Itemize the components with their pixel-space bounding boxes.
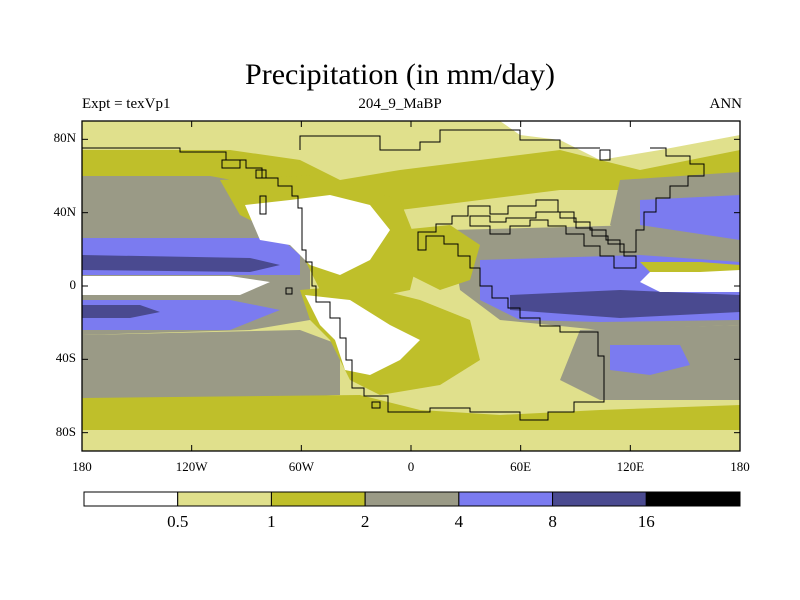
axis-ticks: [81, 121, 741, 451]
colorbar-swatch: [270, 491, 366, 507]
lon-tick-label: 120E: [616, 459, 645, 474]
field-sh-east-blue: [610, 345, 690, 375]
colorbar-swatch: [83, 491, 179, 507]
lat-tick-label: 0: [69, 277, 77, 292]
field-west-pacific-olive: [640, 262, 740, 272]
coast-island-3: [259, 195, 267, 215]
field-pacific-south-dark: [82, 305, 160, 318]
lon-tick-label: 180: [730, 459, 750, 474]
lon-tick-label: 120W: [175, 459, 208, 474]
coast-north-america: [82, 147, 705, 421]
field-northamerica-white: [245, 195, 390, 275]
colorbar-swatch: [645, 491, 741, 507]
coast-island-5: [371, 401, 381, 409]
lon-tick-label: 180: [72, 459, 92, 474]
coast-inner-sea: [469, 211, 637, 269]
coastlines: [82, 129, 705, 421]
colorbar-level-label: 1: [267, 512, 276, 531]
field-pacific-white: [82, 276, 270, 295]
colorbar-swatch: [177, 491, 272, 507]
map-title: Precipitation (in mm/day): [245, 58, 555, 91]
experiment-label: Expt = texVp1: [82, 96, 171, 112]
colorbar-level-label: 8: [548, 512, 557, 531]
coast-island-6: [599, 149, 611, 161]
field-pacific-dark: [82, 255, 280, 272]
lon-tick-label: 0: [407, 459, 415, 474]
field-sh-gray: [82, 330, 340, 400]
coast-island-1: [221, 159, 241, 169]
coast-island-2: [255, 169, 267, 179]
colorbar-level-label: 2: [360, 512, 370, 531]
lon-tick-label: 60E: [510, 459, 532, 474]
field-north-white: [500, 121, 740, 160]
field-west-pacific-white: [640, 268, 740, 292]
colorbar-level-label: 4: [454, 512, 464, 531]
coast-arctic: [299, 129, 600, 151]
precipitation-field: [82, 121, 740, 451]
lat-tick-label: 40N: [53, 203, 76, 219]
lon-tick-label: 60W: [288, 459, 314, 474]
colorbar-level-label: 16: [637, 512, 655, 531]
lat-tick-label: 40S: [55, 350, 76, 366]
field-warmpool-dark: [510, 290, 740, 318]
case-label: 204_9_MaBP: [358, 96, 442, 112]
lat-tick-label: 80N: [53, 130, 76, 146]
field-africa-olive: [400, 225, 480, 290]
colorbar-level-label: 0.5: [167, 512, 189, 531]
coast-island-4: [285, 287, 293, 295]
colorbar: [83, 491, 741, 507]
colorbar-swatch: [364, 491, 460, 507]
colorbar-swatch: [458, 491, 554, 507]
field-southamerica-white: [305, 295, 420, 375]
lat-tick-label: 80S: [55, 423, 76, 439]
colorbar-swatch: [552, 491, 647, 507]
season-label: ANN: [709, 96, 743, 112]
